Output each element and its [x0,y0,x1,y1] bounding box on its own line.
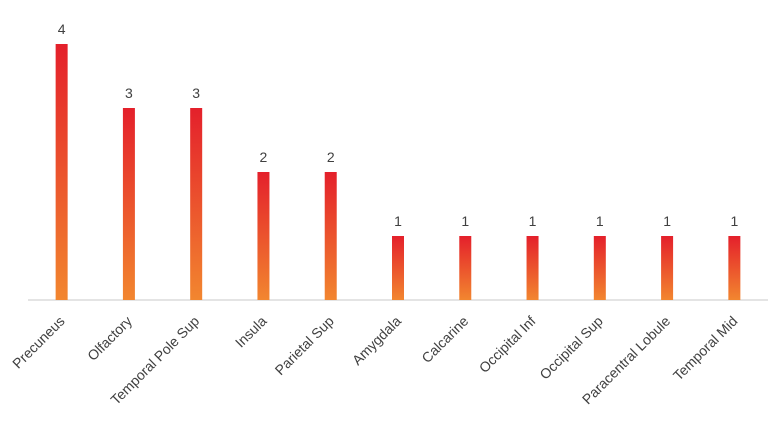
x-tick-label: Olfactory [84,313,135,364]
data-label: 2 [327,149,335,165]
x-tick-label: Calcarine [418,313,471,366]
data-label: 3 [192,85,200,101]
data-label: 1 [596,213,604,229]
data-label: 3 [125,85,133,101]
data-label: 1 [461,213,469,229]
data-label: 1 [394,213,402,229]
bar [728,236,741,300]
x-tick-label: Insula [232,313,270,351]
bar [190,108,203,300]
x-tick-label: Temporal Mid [670,313,741,384]
data-label: 4 [58,21,66,37]
x-tick-label: Precuneus [9,313,68,372]
bar [122,108,135,300]
bar [55,44,68,300]
x-tick-label: Occipital Inf [476,313,539,376]
x-tick-label: Amygdala [349,313,404,368]
x-tick-label: Occipital Sup [536,313,606,383]
data-label: 2 [260,149,268,165]
bar [661,236,674,300]
bar [392,236,404,300]
bar [526,236,539,300]
x-tick-label: Parietal Sup [272,313,337,378]
data-label: 1 [529,213,537,229]
bar [257,172,270,300]
data-label: 1 [663,213,671,229]
bar [593,236,606,300]
data-label: 1 [730,213,738,229]
bar [324,172,337,300]
bar [459,236,472,300]
